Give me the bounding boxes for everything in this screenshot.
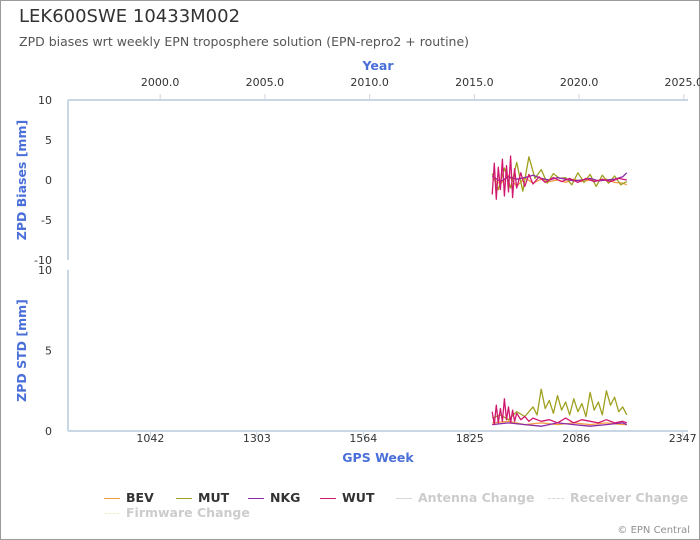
- year-tick-label: 2000.0: [141, 76, 180, 89]
- gps-week-tick-label: 2347: [669, 432, 697, 445]
- gps-week-tick-label: 1825: [456, 432, 484, 445]
- legend-label: Antenna Change: [418, 490, 535, 505]
- year-axis-title: Year: [362, 58, 395, 73]
- bias-y-tick-label: 10: [38, 94, 52, 107]
- legend-label: Receiver Change: [570, 490, 689, 505]
- std-series-mut: [491, 388, 628, 421]
- chart-title: LEK600SWE 10433M002: [19, 6, 241, 27]
- credits-label[interactable]: © EPN Central: [617, 525, 690, 536]
- gps-week-tick-label: 1564: [349, 432, 377, 445]
- std-y-axis-title: ZPD STD [mm]: [14, 299, 29, 402]
- legend-label: BEV: [126, 490, 154, 505]
- legend-swatch: [548, 498, 564, 499]
- legend-swatch: [396, 498, 412, 499]
- std-y-tick-label: 0: [45, 425, 52, 438]
- gps-week-tick-label: 1042: [136, 432, 164, 445]
- year-tick-label: 2025.0: [665, 76, 700, 89]
- legend-label: NKG: [270, 490, 301, 505]
- year-tick-label: 2010.0: [350, 76, 389, 89]
- gps-week-tick-label: 1303: [243, 432, 271, 445]
- legend-swatch: [248, 498, 264, 499]
- bias-y-tick-label: 5: [45, 134, 52, 147]
- std-y-tick-label: 5: [45, 345, 52, 358]
- std-y-tick-label: 10: [38, 264, 52, 277]
- legend-swatch: [176, 498, 192, 499]
- bias-y-tick-label: -10: [34, 254, 52, 267]
- bias-y-tick-label: 0: [45, 174, 52, 187]
- year-tick-label: 2020.0: [560, 76, 599, 89]
- bias-y-tick-label: -5: [41, 214, 52, 227]
- gps-week-axis-title: GPS Week: [342, 450, 414, 465]
- legend-label: MUT: [198, 490, 230, 505]
- year-tick-label: 2005.0: [246, 76, 285, 89]
- legend-swatch: [320, 498, 336, 499]
- legend-label: WUT: [342, 490, 375, 505]
- std-series-nkg: [492, 422, 628, 427]
- gps-week-tick-label: 2086: [562, 432, 590, 445]
- bias-series-wut: [491, 155, 627, 200]
- bias-y-axis-title: ZPD Biases [mm]: [14, 120, 29, 240]
- legend-label: Firmware Change: [126, 505, 250, 520]
- std-series-wut: [491, 398, 628, 426]
- year-tick-label: 2015.0: [455, 76, 494, 89]
- chart-subtitle: ZPD biases wrt weekly EPN troposphere so…: [19, 34, 470, 49]
- legend-swatch: [104, 498, 120, 499]
- legend-swatch: [104, 513, 120, 514]
